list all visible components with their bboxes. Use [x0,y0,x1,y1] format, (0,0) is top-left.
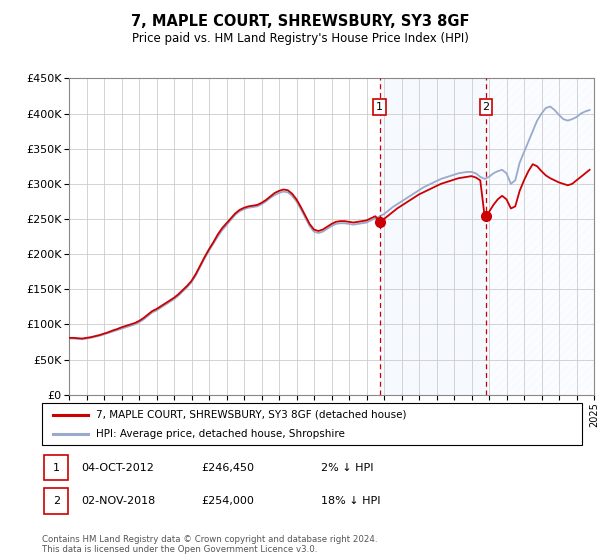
Text: 02-NOV-2018: 02-NOV-2018 [81,496,155,506]
Bar [44,455,68,480]
Text: 2: 2 [482,102,490,112]
Text: 7, MAPLE COURT, SHREWSBURY, SY3 8GF: 7, MAPLE COURT, SHREWSBURY, SY3 8GF [131,14,469,29]
Text: 2: 2 [53,496,60,506]
Text: 7, MAPLE COURT, SHREWSBURY, SY3 8GF (detached house): 7, MAPLE COURT, SHREWSBURY, SY3 8GF (det… [96,409,407,419]
Bar [44,488,68,514]
Text: 2% ↓ HPI: 2% ↓ HPI [321,463,373,473]
Text: £246,450: £246,450 [201,463,254,473]
Text: £254,000: £254,000 [201,496,254,506]
Text: Price paid vs. HM Land Registry's House Price Index (HPI): Price paid vs. HM Land Registry's House … [131,32,469,45]
Text: 1: 1 [53,463,60,473]
Text: 18% ↓ HPI: 18% ↓ HPI [321,496,380,506]
Text: 04-OCT-2012: 04-OCT-2012 [81,463,154,473]
Text: This data is licensed under the Open Government Licence v3.0.: This data is licensed under the Open Gov… [42,545,317,554]
Bar [486,78,594,395]
Text: 1: 1 [376,102,383,112]
Bar [380,78,486,395]
Text: Contains HM Land Registry data © Crown copyright and database right 2024.: Contains HM Land Registry data © Crown c… [42,535,377,544]
Text: HPI: Average price, detached house, Shropshire: HPI: Average price, detached house, Shro… [96,429,345,439]
